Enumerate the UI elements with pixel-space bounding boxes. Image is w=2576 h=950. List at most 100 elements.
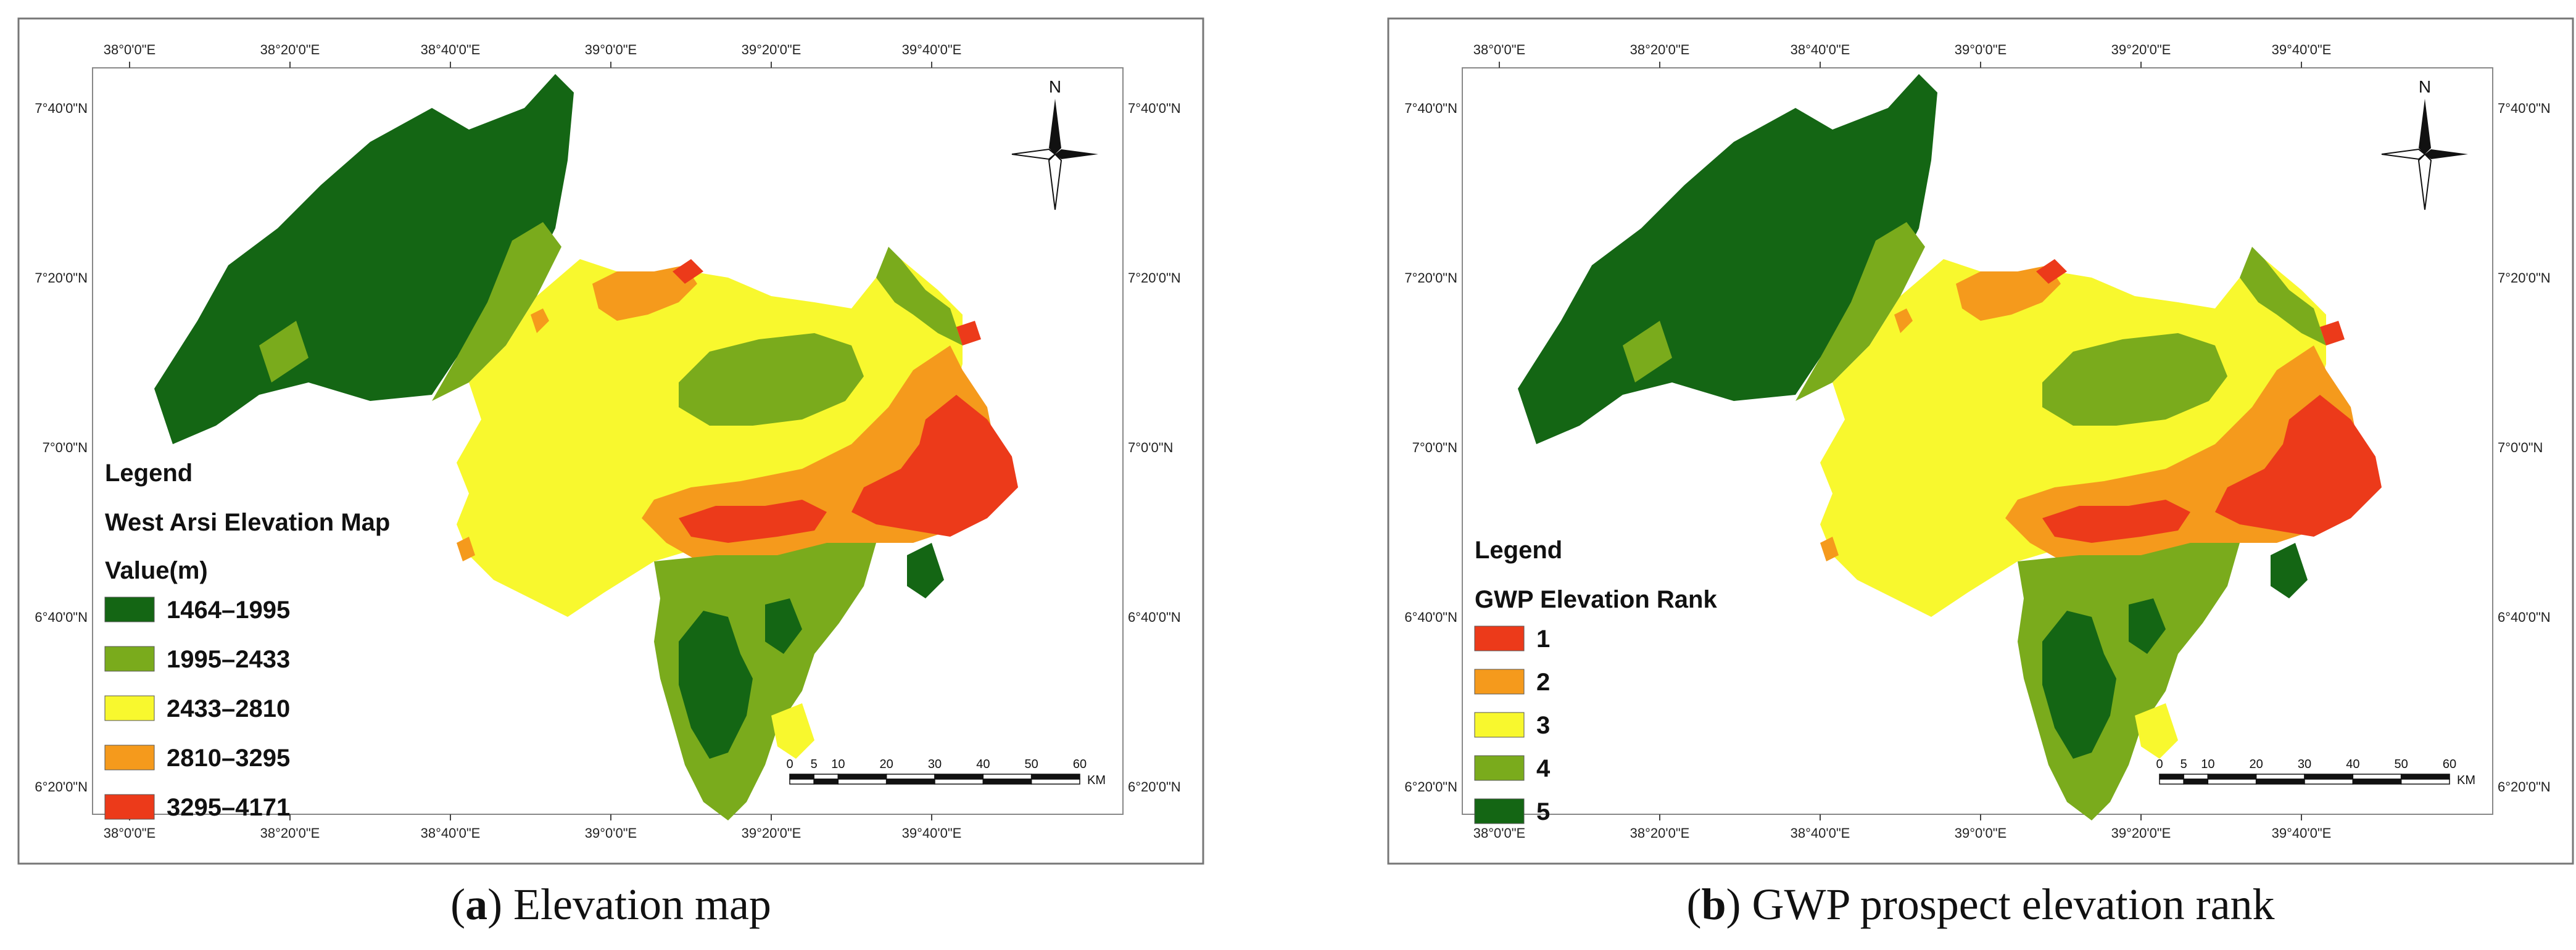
top-tick-label: 39°0'0"E — [585, 42, 637, 57]
map-region — [432, 222, 561, 401]
map-region — [2215, 395, 2382, 537]
map-region — [2042, 611, 2116, 759]
legend-subtitle: Value(m) — [105, 557, 208, 584]
scale-unit: KM — [1087, 774, 1106, 787]
map-region — [2271, 543, 2308, 598]
map-region — [259, 321, 309, 382]
north-arrow-icon — [2381, 99, 2468, 210]
scale-tick-label: 60 — [1073, 758, 1087, 771]
map-region — [2042, 500, 2190, 543]
left-tick-label: 6°20'0"N — [35, 779, 88, 795]
legend-swatch — [1474, 669, 1525, 695]
right-tick-label: 7°40'0"N — [1128, 101, 1181, 116]
top-tick-label: 38°20'0"E — [260, 42, 320, 57]
map-region — [457, 537, 475, 561]
top-tick-label: 39°0'0"E — [1955, 42, 2007, 57]
map-region — [1894, 308, 1913, 333]
legend-item-label: 1 — [1536, 626, 1550, 653]
left-tick-label: 7°40'0"N — [35, 101, 88, 116]
map-region — [1795, 222, 1925, 401]
legend-title: West Arsi Elevation Map — [105, 509, 390, 536]
north-arrow-icon — [1011, 99, 1098, 210]
legend-title: GWP Elevation Rank — [1475, 586, 1717, 613]
bottom-tick-label: 38°0'0"E — [1473, 825, 1525, 841]
right-tick-label: 7°40'0"N — [2498, 101, 2551, 116]
legend-swatch — [104, 597, 155, 622]
panel-b: 38°0'0"E 38°20'0"E 38°40'0"E 39°0'0"E 39°20'… — [1387, 17, 2574, 865]
panel-caption: (b) GWP prospect elevation rank — [1686, 880, 2274, 929]
left-tick-label: 6°40'0"N — [35, 609, 88, 625]
bottom-tick-label: 39°20'0"E — [742, 825, 801, 841]
caption-letter: b — [1701, 880, 1726, 929]
legend-heading: Legend — [1475, 537, 1562, 564]
right-tick-label: 7°0'0"N — [1128, 440, 1173, 455]
scale-tick-label: 40 — [976, 758, 990, 771]
caption-letter: a — [465, 880, 487, 929]
scale-tick-label: 0 — [786, 758, 793, 771]
legend-swatch — [1474, 755, 1525, 781]
map-region — [679, 333, 864, 426]
map-region — [1623, 321, 1672, 382]
legend-swatch — [104, 794, 155, 820]
map-region — [592, 265, 697, 321]
map-region — [907, 543, 944, 598]
map-region — [1518, 74, 1937, 444]
scale-tick-label: 50 — [2395, 758, 2408, 771]
legend-item-label: 2810–3295 — [167, 745, 290, 772]
top-tick-label: 38°0'0"E — [1473, 42, 1525, 57]
map-region — [2036, 259, 2067, 284]
legend-swatch — [104, 745, 155, 770]
scale-tick-label: 40 — [2346, 758, 2359, 771]
legend-swatch — [1474, 712, 1525, 738]
panel-a: 38°0'0"E 38°20'0"E 38°40'0"E 39°0'0"E 39°20'… — [17, 17, 1204, 865]
left-tick-label: 7°20'0"N — [35, 270, 88, 286]
bottom-tick-label: 38°20'0"E — [260, 825, 320, 841]
bottom-tick-label: 38°20'0"E — [1630, 825, 1690, 841]
scale-unit: KM — [2457, 774, 2475, 787]
map-region — [876, 247, 963, 345]
top-tick-label: 39°20'0"E — [742, 42, 801, 57]
north-label: N — [1049, 77, 1061, 96]
bottom-tick-label: 38°40'0"E — [1791, 825, 1850, 841]
legend-swatch — [104, 695, 155, 721]
right-tick-label: 7°20'0"N — [1128, 270, 1181, 286]
map-region — [154, 74, 574, 444]
bottom-tick-label: 39°20'0"E — [2111, 825, 2171, 841]
top-tick-label: 39°40'0"E — [902, 42, 962, 57]
scale-tick-label: 0 — [2156, 758, 2163, 771]
right-tick-label: 6°40'0"N — [1128, 609, 1181, 625]
legend-item-label: 2433–2810 — [167, 695, 290, 722]
legend-swatch — [104, 646, 155, 672]
map-region — [851, 395, 1018, 537]
bottom-tick-label: 38°0'0"E — [104, 825, 155, 841]
left-tick-label: 6°20'0"N — [1404, 779, 1457, 795]
bottom-tick-label: 39°40'0"E — [902, 825, 962, 841]
left-tick-label: 6°40'0"N — [1404, 609, 1457, 625]
north-label: N — [2419, 77, 2431, 96]
map-region — [531, 308, 549, 333]
legend-item-label: 4 — [1536, 755, 1551, 782]
right-tick-label: 7°20'0"N — [2498, 270, 2551, 286]
scale-tick-label: 5 — [811, 758, 818, 771]
map-region — [679, 611, 753, 759]
map-region — [1956, 265, 2061, 321]
map-region — [2320, 321, 2345, 345]
right-tick-label: 6°20'0"N — [1128, 779, 1181, 795]
scale-tick-label: 30 — [2298, 758, 2311, 771]
scale-tick-label: 60 — [2443, 758, 2456, 771]
legend-item-label: 1995–2433 — [167, 646, 290, 673]
right-tick-label: 7°0'0"N — [2498, 440, 2543, 455]
map-region — [2240, 247, 2326, 345]
top-tick-label: 38°20'0"E — [1630, 42, 1690, 57]
legend-swatch — [1474, 626, 1525, 651]
map-region — [771, 703, 814, 759]
scale-tick-label: 5 — [2180, 758, 2187, 771]
top-tick-label: 39°20'0"E — [2111, 42, 2171, 57]
top-tick-label: 38°0'0"E — [104, 42, 155, 57]
left-tick-label: 7°20'0"N — [1404, 270, 1457, 286]
scale-tick-label: 20 — [880, 758, 893, 771]
right-tick-label: 6°20'0"N — [2498, 779, 2551, 795]
bottom-tick-label: 38°40'0"E — [421, 825, 481, 841]
left-tick-label: 7°0'0"N — [43, 440, 88, 455]
